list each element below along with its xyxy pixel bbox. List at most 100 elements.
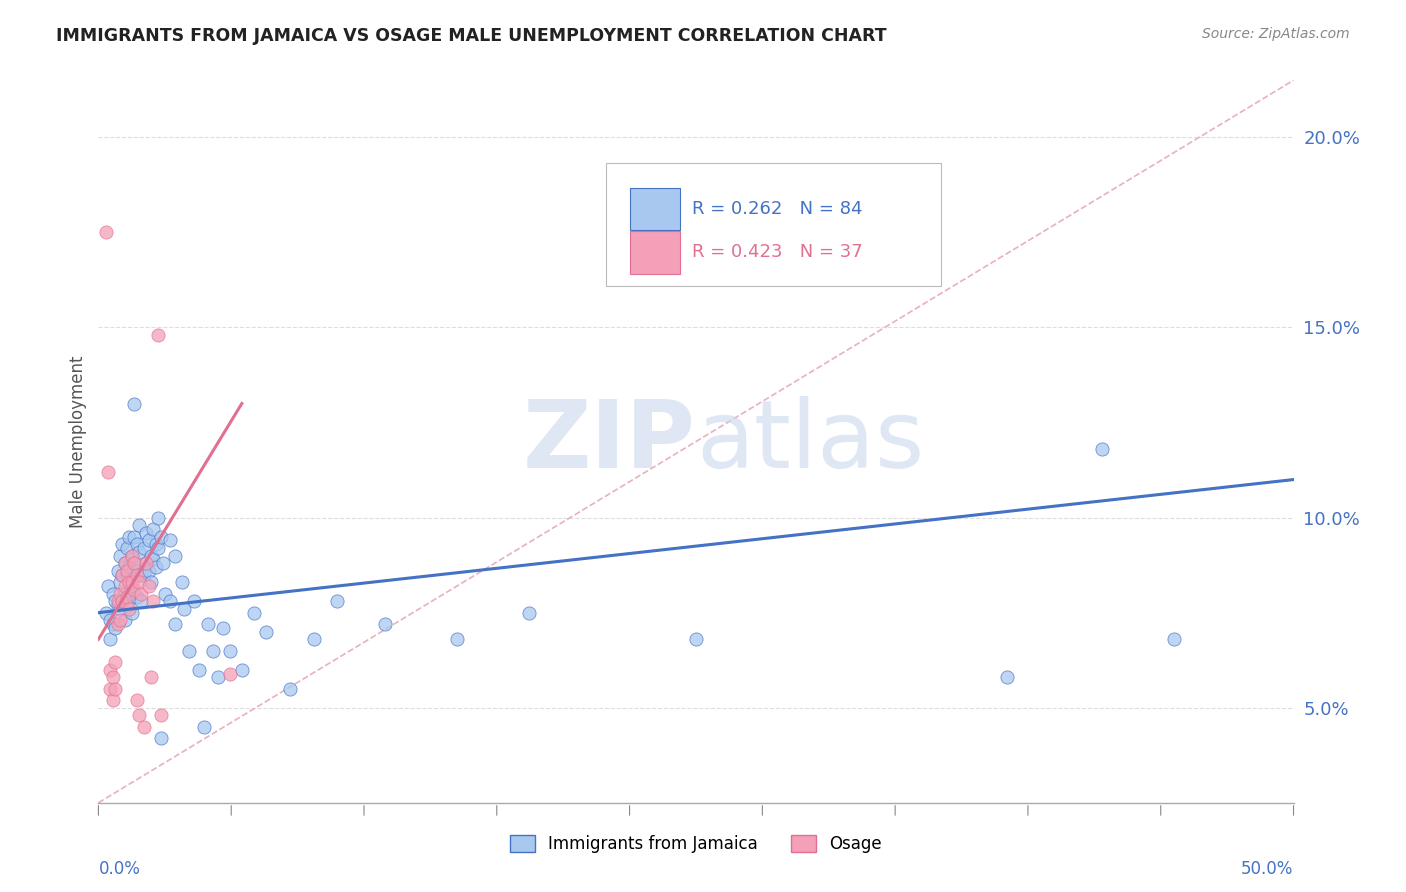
Point — [145, 560, 167, 574]
Point — [115, 564, 138, 578]
Point — [111, 537, 134, 551]
Point — [139, 670, 162, 684]
Point — [125, 567, 148, 582]
Point — [121, 606, 143, 620]
Point — [97, 579, 120, 593]
Point — [104, 594, 127, 608]
Point — [104, 681, 127, 696]
Point — [302, 632, 325, 647]
Point — [207, 670, 229, 684]
Point — [159, 533, 181, 548]
Point — [94, 226, 117, 240]
Point — [111, 567, 134, 582]
Point — [148, 328, 170, 343]
Point — [128, 545, 150, 559]
Point — [142, 552, 165, 566]
Point — [163, 549, 186, 563]
Point — [97, 465, 120, 479]
Point — [219, 643, 242, 657]
Legend: Immigrants from Jamaica, Osage: Immigrants from Jamaica, Osage — [503, 828, 889, 860]
Point — [124, 582, 146, 597]
Point — [114, 556, 136, 570]
Point — [179, 643, 201, 657]
Point — [101, 587, 124, 601]
Point — [104, 621, 127, 635]
Point — [148, 510, 170, 524]
Text: R = 0.262   N = 84: R = 0.262 N = 84 — [692, 200, 863, 218]
Text: R = 0.423   N = 37: R = 0.423 N = 37 — [692, 243, 863, 260]
Point — [111, 594, 134, 608]
Point — [128, 708, 150, 723]
Point — [202, 643, 225, 657]
Point — [114, 556, 136, 570]
Point — [107, 564, 129, 578]
Point — [446, 632, 468, 647]
Text: ZIP: ZIP — [523, 395, 696, 488]
Point — [159, 594, 181, 608]
Y-axis label: Male Unemployment: Male Unemployment — [69, 355, 87, 528]
Point — [98, 663, 122, 677]
Point — [183, 594, 205, 608]
FancyBboxPatch shape — [630, 187, 681, 230]
Point — [107, 617, 129, 632]
Point — [152, 556, 174, 570]
Point — [111, 567, 134, 582]
Point — [517, 606, 540, 620]
Point — [118, 587, 141, 601]
Point — [98, 632, 122, 647]
Point — [94, 606, 117, 620]
Point — [197, 617, 219, 632]
Point — [163, 617, 186, 632]
Text: 0.0%: 0.0% — [98, 860, 141, 878]
Point — [149, 530, 172, 544]
Point — [173, 602, 195, 616]
Point — [108, 602, 131, 616]
Point — [135, 556, 157, 570]
Point — [115, 541, 138, 555]
Point — [139, 575, 162, 590]
Point — [115, 591, 138, 605]
Point — [124, 530, 146, 544]
Point — [131, 587, 153, 601]
Point — [118, 575, 141, 590]
Text: IMMIGRANTS FROM JAMAICA VS OSAGE MALE UNEMPLOYMENT CORRELATION CHART: IMMIGRANTS FROM JAMAICA VS OSAGE MALE UN… — [56, 27, 887, 45]
Point — [108, 549, 131, 563]
Point — [114, 579, 136, 593]
Point — [125, 537, 148, 551]
Point — [108, 613, 131, 627]
Point — [111, 594, 134, 608]
Point — [1163, 632, 1185, 647]
Point — [254, 624, 277, 639]
Text: Source: ZipAtlas.com: Source: ZipAtlas.com — [1202, 27, 1350, 41]
Point — [118, 560, 141, 574]
Point — [121, 575, 143, 590]
Point — [104, 655, 127, 669]
Point — [125, 591, 148, 605]
Point — [138, 533, 160, 548]
Point — [107, 598, 129, 612]
Point — [114, 587, 136, 601]
Point — [131, 594, 153, 608]
Point — [172, 575, 194, 590]
Point — [149, 708, 172, 723]
Point — [125, 693, 148, 707]
Point — [121, 579, 143, 593]
FancyBboxPatch shape — [630, 231, 681, 274]
Point — [187, 663, 209, 677]
Point — [132, 567, 155, 582]
Point — [124, 556, 146, 570]
Point — [118, 602, 141, 616]
Point — [115, 567, 138, 582]
Point — [115, 598, 138, 612]
Point — [142, 594, 165, 608]
Point — [128, 575, 150, 590]
Point — [121, 549, 143, 563]
Point — [114, 613, 136, 627]
Text: 50.0%: 50.0% — [1241, 860, 1294, 878]
Point — [101, 670, 124, 684]
Point — [326, 594, 349, 608]
Point — [219, 666, 242, 681]
Point — [118, 530, 141, 544]
Point — [374, 617, 396, 632]
Point — [98, 613, 122, 627]
